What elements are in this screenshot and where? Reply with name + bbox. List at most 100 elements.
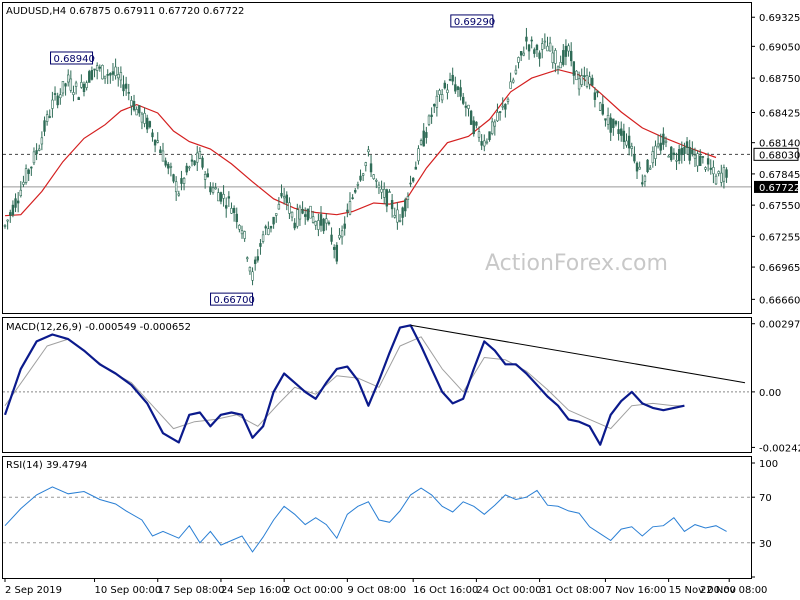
candle-body (53, 93, 57, 95)
candle-body (82, 83, 86, 92)
candle-body (88, 71, 91, 83)
candle-body (659, 142, 662, 151)
candle-body (325, 218, 328, 224)
candle-body (646, 159, 649, 173)
candle-body (185, 165, 188, 173)
candle-body (462, 96, 465, 104)
candle-body (517, 57, 520, 63)
candle-body (612, 118, 615, 129)
candle-body (101, 64, 104, 80)
time-tick-label: 16 Oct 16:00 (413, 585, 478, 596)
candle-body (227, 196, 231, 199)
candle-body (630, 145, 633, 149)
candle-body (411, 177, 415, 182)
candle-body (9, 212, 12, 216)
candle-body (338, 235, 341, 239)
candle-body (298, 206, 302, 220)
candle-body (448, 79, 452, 81)
candle-body (446, 89, 449, 93)
candle-body (172, 174, 175, 182)
candle-body (253, 259, 257, 264)
watermark: ActionForex.com (485, 251, 668, 276)
price-tick-label: 0.66660 (759, 295, 800, 306)
candle-body (177, 193, 181, 196)
candle-body (501, 105, 504, 108)
rsi-tick-label: 30 (759, 539, 772, 550)
candle-body (38, 148, 41, 151)
candle-body (275, 213, 278, 216)
candle-body (588, 76, 591, 85)
candle-body (543, 40, 547, 43)
price-pane-frame (2, 2, 752, 314)
candle-body (472, 120, 475, 135)
candle-body (222, 194, 225, 199)
candle-body (725, 169, 728, 178)
candle-body (217, 192, 220, 202)
candle-body (485, 141, 489, 144)
candle-body (24, 168, 28, 183)
candle-body (551, 52, 554, 63)
candle-body (527, 44, 531, 52)
candle-body (301, 208, 304, 214)
candle-body (493, 121, 497, 127)
candle-body (206, 173, 209, 178)
candle-body (454, 84, 457, 92)
candle-body (522, 52, 525, 56)
candle-body (596, 90, 599, 94)
candle-body (214, 187, 217, 190)
candle-body (264, 226, 267, 229)
candle-body (440, 94, 444, 101)
price-callout-label: 0.68940 (54, 54, 95, 65)
candle-body (712, 167, 715, 175)
candle-body (688, 146, 691, 161)
time-tick-label: 10 Sep 00:00 (95, 585, 162, 596)
price-tick-label: 0.68425 (759, 109, 800, 120)
candle-body (390, 199, 394, 210)
candle-body (699, 155, 702, 166)
candle-body (51, 99, 54, 109)
candle-body (404, 199, 407, 212)
candle-body (451, 74, 454, 82)
candle-body (670, 146, 673, 161)
candle-body (488, 131, 491, 141)
candle-body (311, 216, 315, 223)
candle-body (290, 211, 294, 218)
candle-body (593, 92, 597, 100)
time-tick-label: 24 Sep 16:00 (221, 585, 288, 596)
candle-body (625, 140, 628, 146)
candle-body (269, 225, 273, 229)
candle-body (383, 188, 386, 198)
candle-body (117, 74, 120, 79)
candle-body (196, 152, 199, 163)
price-tick-label: 0.67845 (759, 170, 800, 181)
price-tick-label: 0.67550 (759, 201, 800, 212)
rsi-reference-lines (3, 496, 751, 544)
price-callout-label: 0.69290 (454, 17, 495, 28)
candle-body (64, 83, 67, 87)
candle-body (304, 214, 307, 217)
candle-body (604, 118, 607, 121)
candle-body (156, 140, 159, 143)
candle-body (138, 105, 141, 114)
candle-body (577, 78, 581, 90)
candle-body (580, 75, 583, 85)
candle-body (693, 154, 697, 159)
candle-body (633, 154, 636, 162)
candle-body (16, 200, 20, 204)
candle-body (714, 175, 718, 185)
candle-body (314, 221, 317, 226)
candle-body (569, 50, 573, 62)
macd-main-line (3, 324, 685, 446)
candle-body (559, 61, 562, 69)
candle-body (346, 209, 349, 212)
price-callout-label: 0.66700 (214, 295, 255, 306)
candle-body (622, 130, 626, 142)
candle-body (533, 49, 536, 54)
candle-body (367, 149, 370, 153)
candle-body (388, 191, 391, 193)
candle-body (109, 73, 112, 76)
candle-body (351, 197, 354, 200)
candle-body (617, 129, 620, 135)
candle-body (135, 109, 138, 116)
candle-body (124, 83, 128, 89)
